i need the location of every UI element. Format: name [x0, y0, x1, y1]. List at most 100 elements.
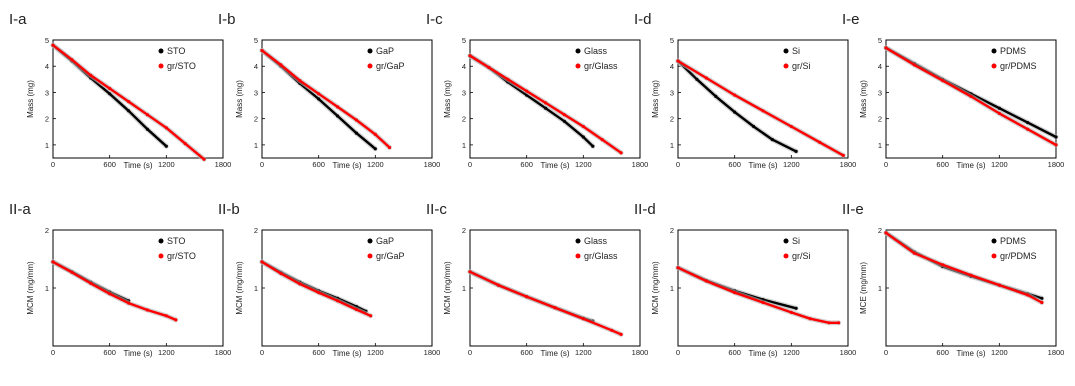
- series-gr-si-point: [676, 266, 680, 270]
- series-gr-si-point: [704, 279, 708, 283]
- x-tick-label: 0: [260, 348, 264, 357]
- series-gr-sto-point: [145, 113, 149, 117]
- legend-marker: [991, 48, 997, 54]
- x-tick-label: 0: [468, 160, 472, 169]
- x-tick-label: 600: [520, 160, 533, 169]
- y-tick-label: 1: [878, 284, 882, 293]
- y-axis-label: MCM (mg/mm): [443, 261, 452, 315]
- legend-entry: gr/Si: [792, 61, 811, 71]
- y-axis-label: Mass (mg): [26, 80, 35, 118]
- series-gr-glass-point: [619, 332, 623, 336]
- legend-marker: [367, 48, 373, 54]
- panel-ii-b: II-b 0 600 1200 1800 1 2 Time (s) MCM (mg/mm) GaP…: [218, 201, 440, 358]
- series-glass-point: [544, 106, 548, 110]
- x-tick-label: 600: [936, 348, 949, 357]
- y-tick-label: 5: [462, 36, 466, 45]
- series-si-point: [714, 94, 718, 98]
- y-axis-label: MCM (mg/mm): [235, 261, 244, 315]
- series-gr-pdms-point: [969, 273, 973, 277]
- series-gr-si-point: [818, 140, 822, 144]
- series-gr-si-point: [841, 153, 845, 157]
- panel-ii-d: II-d 0 600 1200 1800 1 2 Time (s) MCM (mg/mm) Si g…: [634, 201, 856, 358]
- series-gr-sto-point: [145, 308, 149, 312]
- series-gr-si-point: [676, 59, 680, 63]
- series-si-point: [794, 149, 798, 153]
- legend-entry: gr/Glass: [584, 61, 618, 71]
- series-gr-sto-point: [108, 86, 112, 91]
- series-gr-pdms-point: [997, 283, 1001, 287]
- series-si-line: [676, 59, 798, 153]
- legend-entry: gr/GaP: [376, 61, 405, 71]
- x-tick-label: 1200: [158, 160, 175, 169]
- series-gr-gap-point: [260, 48, 264, 53]
- y-tick-label: 4: [254, 62, 258, 71]
- series-gr-glass-point: [468, 54, 472, 58]
- series-gr-gap-point: [317, 291, 321, 295]
- panel-label: I-d: [634, 11, 652, 28]
- y-tick-label: 2: [45, 115, 49, 124]
- y-tick-label: 4: [462, 62, 466, 71]
- legend-marker: [575, 238, 581, 244]
- series-gr-pdms-point: [884, 46, 888, 50]
- series-gap-point: [354, 131, 358, 135]
- x-tick-label: 1800: [215, 160, 232, 169]
- series-gr-si-point: [761, 300, 765, 305]
- x-tick-label: 1800: [1048, 160, 1065, 169]
- axes-frame: [469, 229, 641, 347]
- series-sto-point: [108, 92, 112, 96]
- x-tick-label: 1200: [991, 348, 1008, 357]
- x-axis-label: Time (s): [748, 161, 777, 170]
- legend-marker: [158, 238, 164, 244]
- legend-marker: [575, 63, 581, 69]
- series-glass-point: [562, 119, 567, 123]
- x-tick-label: 600: [312, 348, 325, 357]
- series-gr-gap-point: [279, 271, 283, 276]
- series-gr-sto-point: [127, 301, 131, 305]
- y-axis-label: MCE (mg/mm): [859, 262, 868, 314]
- axes-frame: [261, 229, 433, 347]
- y-tick-label: 1: [670, 284, 674, 293]
- series-gr-pdms-point: [997, 111, 1001, 115]
- y-tick-label: 4: [670, 62, 674, 71]
- legend-entry: gr/PDMS: [1000, 61, 1037, 71]
- series-pdms-point: [997, 106, 1001, 110]
- x-tick-label: 1200: [575, 160, 592, 169]
- panel-label: I-c: [426, 11, 443, 28]
- series-gr-gap-point: [387, 145, 392, 150]
- x-axis-label: Time (s): [123, 161, 152, 170]
- x-tick-label: 1800: [840, 160, 857, 169]
- series-gr-gap-point: [354, 118, 358, 122]
- y-tick-label: 2: [670, 115, 674, 124]
- series-si-point: [752, 124, 756, 129]
- x-tick-label: 1800: [632, 160, 649, 169]
- y-tick-label: 2: [45, 226, 49, 235]
- x-tick-label: 0: [884, 160, 888, 169]
- y-tick-label: 3: [878, 88, 882, 97]
- y-tick-label: 2: [254, 115, 258, 124]
- y-tick-label: 3: [462, 88, 466, 97]
- legend-entry: gr/STO: [167, 251, 196, 261]
- series-gr-glass-point: [562, 113, 567, 117]
- axes-frame: [261, 39, 433, 159]
- series-sto-point: [127, 109, 131, 113]
- x-tick-label: 600: [520, 348, 533, 357]
- y-tick-label: 1: [670, 141, 674, 150]
- x-tick-label: 1800: [1048, 348, 1065, 357]
- legend-entry: gr/GaP: [376, 251, 405, 261]
- y-tick-label: 4: [878, 62, 882, 71]
- series-gr-si-point: [733, 291, 737, 295]
- x-tick-label: 600: [728, 160, 741, 169]
- series-gr-glass-point: [619, 151, 623, 155]
- y-tick-label: 5: [254, 36, 258, 45]
- series-gr-gap-point: [298, 79, 302, 83]
- series-gr-glass-point: [525, 89, 529, 93]
- series-sto-point: [145, 127, 149, 131]
- series-gr-si-point: [827, 321, 831, 325]
- x-axis-label: Time (s): [540, 161, 569, 170]
- series-gr-pdms-point: [941, 79, 945, 83]
- series-gr-pdms-point: [941, 263, 945, 267]
- series-gr-si-point: [808, 317, 812, 321]
- series-gr-gap-line: [260, 49, 391, 149]
- series-gr-sto-line: [51, 260, 178, 322]
